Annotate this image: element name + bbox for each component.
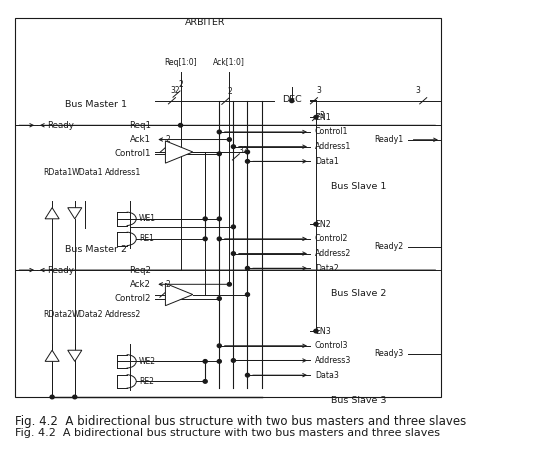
Circle shape <box>217 359 222 363</box>
Text: RE1: RE1 <box>139 235 154 244</box>
Text: 2: 2 <box>165 135 170 144</box>
Text: 2: 2 <box>178 80 183 89</box>
Text: Ack1: Ack1 <box>130 135 152 144</box>
Polygon shape <box>165 141 193 163</box>
Polygon shape <box>68 207 82 219</box>
Circle shape <box>246 373 249 377</box>
Text: Control2: Control2 <box>115 294 152 303</box>
Text: EN2: EN2 <box>315 220 331 229</box>
Circle shape <box>217 130 222 134</box>
Text: Req1: Req1 <box>129 121 152 130</box>
Text: Bus Slave 1: Bus Slave 1 <box>331 182 387 191</box>
Circle shape <box>217 344 222 348</box>
Text: RE2: RE2 <box>139 377 154 386</box>
Text: Req[1:0]: Req[1:0] <box>164 58 197 66</box>
Circle shape <box>246 267 249 270</box>
Text: WData2: WData2 <box>71 310 103 319</box>
Circle shape <box>246 160 249 163</box>
Text: Control1: Control1 <box>315 128 348 137</box>
Text: Address1: Address1 <box>105 168 141 176</box>
Text: WData1: WData1 <box>71 168 103 176</box>
Text: Ready1: Ready1 <box>374 135 403 144</box>
Text: Bus Master 2: Bus Master 2 <box>65 245 127 254</box>
Circle shape <box>231 252 235 255</box>
Text: Ready2: Ready2 <box>374 242 403 251</box>
Text: WE1: WE1 <box>139 214 156 223</box>
Text: WE2: WE2 <box>139 357 156 366</box>
Circle shape <box>228 138 231 141</box>
Text: 2: 2 <box>228 87 232 97</box>
Text: Address1: Address1 <box>315 142 351 151</box>
Text: Control3: Control3 <box>315 341 348 350</box>
Text: EN1: EN1 <box>315 113 331 122</box>
Circle shape <box>203 380 207 383</box>
Text: Ready: Ready <box>47 121 74 130</box>
Circle shape <box>217 297 222 300</box>
Text: Fig. 4.2  A bidirectional bus structure with two bus masters and three slaves: Fig. 4.2 A bidirectional bus structure w… <box>15 428 440 438</box>
Text: EN3: EN3 <box>315 327 331 336</box>
Text: Data3: Data3 <box>315 371 339 380</box>
Text: DEC: DEC <box>282 95 302 104</box>
Text: 2: 2 <box>165 280 170 289</box>
Text: 3: 3 <box>316 87 321 96</box>
Circle shape <box>314 115 318 119</box>
Bar <box>310 103 408 176</box>
Circle shape <box>217 217 222 221</box>
Circle shape <box>178 124 183 127</box>
Circle shape <box>203 237 207 241</box>
Circle shape <box>217 152 222 156</box>
Text: Address3: Address3 <box>315 356 351 365</box>
Circle shape <box>203 359 207 363</box>
Text: 3: 3 <box>416 87 421 96</box>
Text: ARBITER: ARBITER <box>185 18 226 27</box>
Polygon shape <box>68 350 82 361</box>
Text: Ack2: Ack2 <box>130 280 152 289</box>
Text: Data1: Data1 <box>315 157 339 166</box>
Circle shape <box>228 282 231 286</box>
Circle shape <box>50 395 54 399</box>
Bar <box>37 257 155 344</box>
Text: Fig. 4.2  A bidirectional bus structure with two bus masters and three slaves: Fig. 4.2 A bidirectional bus structure w… <box>15 415 467 428</box>
Circle shape <box>217 237 222 241</box>
Bar <box>310 210 408 283</box>
Text: RData1: RData1 <box>43 168 72 176</box>
Text: Bus Slave 3: Bus Slave 3 <box>331 396 387 405</box>
Text: Req2: Req2 <box>129 266 152 275</box>
Text: Ready: Ready <box>47 266 74 275</box>
Polygon shape <box>165 283 193 306</box>
Circle shape <box>231 145 235 148</box>
Text: Data2: Data2 <box>315 264 339 273</box>
Bar <box>37 112 155 201</box>
Bar <box>310 317 408 390</box>
Text: RData2: RData2 <box>43 310 72 319</box>
Text: Ready3: Ready3 <box>374 349 403 358</box>
Text: Bus Master 1: Bus Master 1 <box>65 100 127 109</box>
Circle shape <box>314 222 318 226</box>
Circle shape <box>290 99 294 102</box>
Circle shape <box>203 217 207 221</box>
Polygon shape <box>45 350 59 361</box>
Circle shape <box>231 225 235 229</box>
Text: Address2: Address2 <box>105 310 141 319</box>
Bar <box>15 18 441 397</box>
Text: 32: 32 <box>238 146 248 155</box>
Text: Ack[1:0]: Ack[1:0] <box>213 58 245 66</box>
Text: 32: 32 <box>171 87 181 96</box>
Text: 3: 3 <box>319 111 324 120</box>
Text: Control2: Control2 <box>315 235 348 244</box>
Circle shape <box>73 395 77 399</box>
Text: Address2: Address2 <box>315 249 351 258</box>
Polygon shape <box>45 207 59 219</box>
Bar <box>161 29 249 72</box>
Text: Control1: Control1 <box>115 149 152 158</box>
Text: Bus Slave 2: Bus Slave 2 <box>331 289 387 298</box>
Circle shape <box>231 359 235 362</box>
Circle shape <box>314 329 318 333</box>
Bar <box>274 87 310 112</box>
Circle shape <box>246 293 249 296</box>
Circle shape <box>246 150 249 154</box>
